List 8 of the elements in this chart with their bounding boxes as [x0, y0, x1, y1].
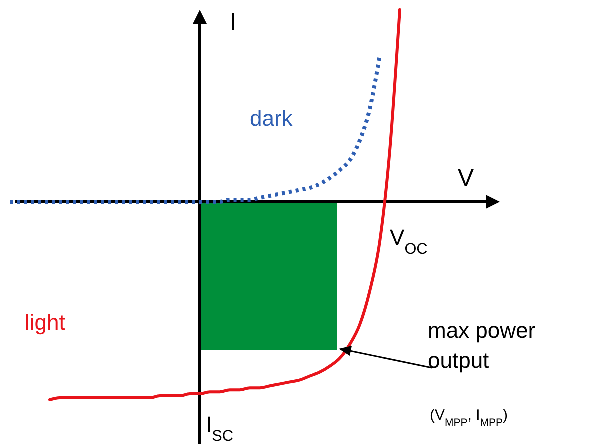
y-axis-title: I [230, 9, 237, 36]
x-axis-title: V [458, 165, 474, 192]
text: (V$_{MPP}$, I$_{MPP}$) [430, 407, 508, 429]
annotation: max power output [428, 318, 536, 373]
text: light [25, 310, 66, 335]
annotation: V$_{OC}$ [390, 225, 428, 258]
text: dark [250, 106, 294, 131]
text: I$_{SC}$ [206, 412, 234, 444]
